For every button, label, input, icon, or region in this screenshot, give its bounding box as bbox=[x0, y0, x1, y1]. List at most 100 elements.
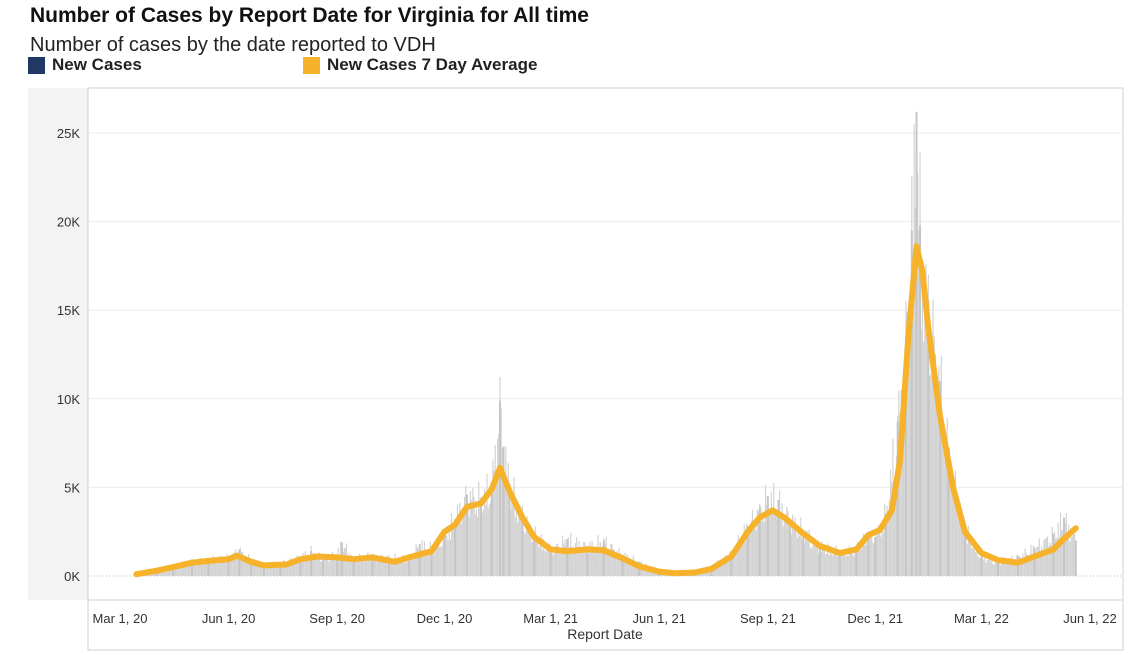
new-cases-bar bbox=[722, 557, 724, 576]
new-cases-bar bbox=[912, 272, 914, 576]
new-cases-bar bbox=[848, 545, 850, 576]
new-cases-bar bbox=[734, 554, 736, 576]
new-cases-peak-bar bbox=[521, 513, 524, 576]
new-cases-peak-bar bbox=[352, 557, 355, 576]
new-cases-bar bbox=[917, 173, 919, 576]
new-cases-bar bbox=[1048, 546, 1050, 576]
new-cases-peak-bar bbox=[262, 564, 265, 576]
new-cases-bar bbox=[329, 556, 331, 576]
new-cases-bar bbox=[836, 556, 839, 576]
new-cases-bar bbox=[369, 559, 371, 576]
new-cases-bar bbox=[1020, 560, 1023, 576]
new-cases-bar bbox=[786, 506, 788, 576]
new-cases-bar bbox=[305, 555, 308, 576]
new-cases-bar bbox=[984, 557, 986, 576]
new-cases-bar bbox=[974, 552, 977, 576]
new-cases-bar bbox=[742, 539, 744, 576]
new-cases-bar bbox=[441, 545, 443, 576]
new-cases-bar bbox=[409, 557, 411, 576]
new-cases-bar bbox=[571, 547, 573, 576]
new-cases-peak-bar bbox=[1017, 556, 1020, 576]
new-cases-bar bbox=[527, 521, 529, 576]
new-cases-bar bbox=[718, 561, 721, 576]
new-cases-bar bbox=[793, 528, 795, 576]
new-cases-bar bbox=[266, 563, 269, 576]
new-cases-bar bbox=[596, 549, 598, 576]
new-cases-bar bbox=[797, 530, 800, 576]
new-cases-bar bbox=[217, 562, 219, 576]
x-tick-label: Mar 1, 20 bbox=[93, 611, 148, 626]
new-cases-bar bbox=[754, 523, 756, 576]
new-cases-bar bbox=[397, 562, 400, 576]
new-cases-bar bbox=[206, 560, 208, 576]
new-cases-bar bbox=[560, 551, 562, 576]
new-cases-bar bbox=[1005, 560, 1007, 576]
new-cases-bar bbox=[243, 555, 245, 576]
new-cases-bar bbox=[853, 555, 855, 576]
new-cases-bar bbox=[375, 555, 377, 576]
new-cases-bar bbox=[381, 555, 383, 576]
legend-item-new-cases[interactable]: New Cases bbox=[28, 55, 142, 75]
new-cases-peak-bar bbox=[838, 551, 841, 576]
x-axis-labels: Mar 1, 20 Jun 1, 20 Sep 1, 20 Dec 1, 20 Mar … bbox=[93, 611, 1117, 626]
new-cases-bar bbox=[232, 553, 234, 576]
new-cases-bar bbox=[1039, 550, 1042, 576]
new-cases-bar bbox=[199, 557, 201, 576]
new-cases-bar bbox=[520, 513, 522, 576]
new-cases-bar bbox=[1022, 553, 1024, 576]
new-cases-bar bbox=[462, 507, 464, 576]
new-cases-peak-bar bbox=[443, 533, 446, 576]
new-cases-bar bbox=[751, 509, 754, 576]
new-cases-bar bbox=[894, 473, 896, 576]
new-cases-bar bbox=[861, 544, 863, 576]
new-cases-bar bbox=[619, 553, 621, 576]
new-cases-bar bbox=[255, 564, 257, 576]
new-cases-bar bbox=[901, 429, 903, 576]
new-cases-bar bbox=[1046, 536, 1049, 576]
new-cases-bar bbox=[334, 557, 336, 576]
new-cases-bar bbox=[410, 555, 413, 576]
new-cases-bar bbox=[999, 565, 1001, 576]
new-cases-peak-bar bbox=[602, 540, 605, 576]
new-cases-bar bbox=[761, 521, 763, 576]
new-cases-bar bbox=[396, 557, 398, 576]
new-cases-bar bbox=[578, 541, 580, 576]
new-cases-bar bbox=[766, 504, 768, 576]
new-cases-bar bbox=[512, 503, 514, 576]
new-cases-bar bbox=[348, 553, 350, 576]
new-cases-bar bbox=[597, 535, 599, 576]
new-cases-bar bbox=[225, 559, 227, 576]
new-cases-bar bbox=[213, 558, 215, 576]
new-cases-bar bbox=[1054, 532, 1056, 576]
new-cases-bar bbox=[753, 529, 755, 576]
new-cases-bar bbox=[456, 504, 459, 576]
new-cases-bar bbox=[285, 564, 287, 576]
new-cases-bar bbox=[773, 483, 775, 576]
new-cases-bar bbox=[832, 555, 834, 576]
new-cases-bar bbox=[921, 269, 924, 576]
new-cases-bar bbox=[792, 514, 794, 576]
average-line-group bbox=[133, 243, 1079, 578]
new-cases-peak-bar bbox=[508, 483, 511, 576]
new-cases-peak-bar bbox=[249, 560, 252, 576]
new-cases-peak-bar bbox=[454, 519, 457, 576]
new-cases-bar bbox=[854, 548, 856, 576]
new-cases-bar bbox=[829, 545, 831, 576]
new-cases-bar bbox=[383, 560, 385, 576]
new-cases-bar bbox=[564, 539, 566, 576]
new-cases-bar bbox=[428, 549, 430, 576]
new-cases-bar bbox=[944, 453, 946, 576]
legend-item-7-day-average[interactable]: New Cases 7 Day Average bbox=[303, 55, 537, 75]
new-cases-peak-bar bbox=[408, 558, 411, 576]
new-cases-bar bbox=[423, 541, 426, 576]
new-cases-bar bbox=[258, 565, 260, 576]
new-cases-bar bbox=[926, 295, 928, 576]
new-cases-bar bbox=[205, 558, 207, 576]
new-cases-bar bbox=[387, 559, 389, 576]
x-tick-label: Dec 1, 21 bbox=[847, 611, 903, 626]
new-cases-bar bbox=[928, 375, 931, 576]
new-cases-bar bbox=[589, 541, 591, 576]
new-cases-bar bbox=[630, 559, 632, 576]
new-cases-bar bbox=[335, 560, 337, 576]
new-cases-bar bbox=[817, 553, 820, 576]
